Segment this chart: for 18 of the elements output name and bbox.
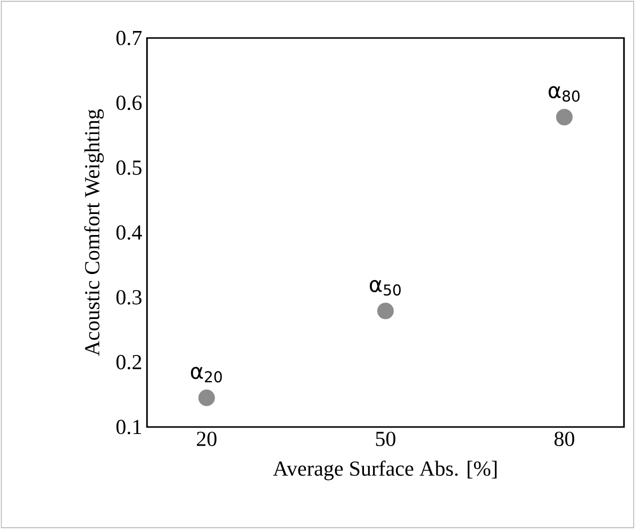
point <box>556 108 573 126</box>
y-tick-label: 0.1 <box>116 420 142 434</box>
annotation: α$_{20}$ <box>190 366 222 382</box>
y-tick-label: 0.4 <box>116 225 142 240</box>
y-tick-label: 0.7 <box>116 30 142 46</box>
y-tick-label: 0.2 <box>116 354 142 370</box>
x-tick-label: 50 <box>376 432 396 446</box>
x-tick-label: 80 <box>554 432 574 446</box>
x-axis-title: Average Surface Abs. [%] <box>273 460 497 480</box>
point <box>198 390 215 406</box>
x-tick-label: 20 <box>196 432 216 446</box>
y-axis-title: Acoustic Comfort Weighting <box>84 109 104 356</box>
annotation: α$_{80}$ <box>548 86 580 102</box>
y-tick-label: 0.5 <box>116 160 142 175</box>
y-tick-label: 0.6 <box>116 96 142 110</box>
point <box>377 302 394 320</box>
annotation: α$_{50}$ <box>370 280 401 296</box>
y-tick-label: 0.3 <box>116 290 142 305</box>
